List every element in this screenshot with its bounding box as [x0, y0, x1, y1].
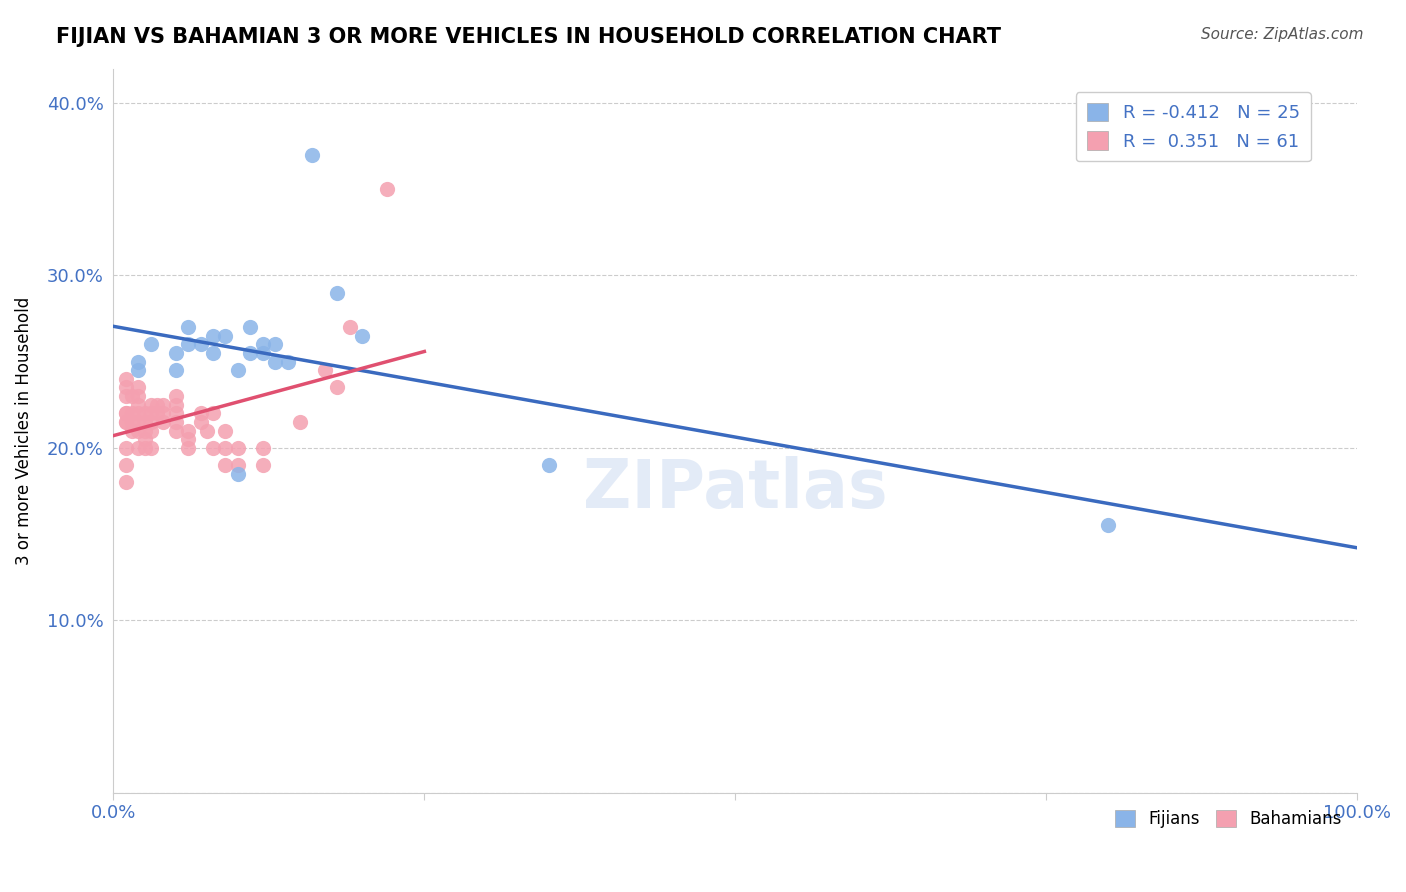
Point — [177, 320, 200, 334]
Text: FIJIAN VS BAHAMIAN 3 OR MORE VEHICLES IN HOUSEHOLD CORRELATION CHART: FIJIAN VS BAHAMIAN 3 OR MORE VEHICLES IN… — [56, 27, 1001, 46]
Y-axis label: 3 or more Vehicles in Household: 3 or more Vehicles in Household — [15, 296, 32, 565]
Point — [201, 328, 224, 343]
Point — [115, 441, 138, 455]
Point — [165, 424, 187, 438]
Point — [239, 346, 262, 360]
Point — [264, 337, 287, 351]
Point — [139, 415, 162, 429]
Point — [165, 389, 187, 403]
Point — [277, 354, 299, 368]
Point — [226, 458, 249, 472]
Point — [121, 389, 143, 403]
Point — [152, 398, 174, 412]
Point — [121, 424, 143, 438]
Point — [177, 441, 200, 455]
Point — [139, 406, 162, 420]
Point — [165, 346, 187, 360]
Point — [146, 398, 169, 412]
Point — [201, 441, 224, 455]
Point — [352, 328, 374, 343]
Point — [134, 432, 156, 446]
Point — [190, 337, 212, 351]
Point — [1097, 518, 1119, 533]
Point — [201, 406, 224, 420]
Point — [326, 285, 349, 300]
Point — [115, 380, 138, 394]
Point — [214, 441, 236, 455]
Point — [165, 415, 187, 429]
Point — [139, 424, 162, 438]
Point — [177, 424, 200, 438]
Point — [201, 346, 224, 360]
Point — [239, 320, 262, 334]
Point — [214, 424, 236, 438]
Point — [115, 458, 138, 472]
Point — [115, 415, 138, 429]
Point — [139, 398, 162, 412]
Point — [127, 441, 149, 455]
Point — [134, 406, 156, 420]
Point — [537, 458, 560, 472]
Point — [252, 346, 274, 360]
Point — [326, 380, 349, 394]
Point — [115, 406, 138, 420]
Point — [134, 415, 156, 429]
Point — [127, 363, 149, 377]
Point — [301, 147, 323, 161]
Point — [165, 398, 187, 412]
Text: ZIPatlas: ZIPatlas — [583, 456, 887, 522]
Point — [252, 441, 274, 455]
Point — [127, 424, 149, 438]
Point — [121, 406, 143, 420]
Point — [226, 441, 249, 455]
Point — [152, 415, 174, 429]
Point — [288, 415, 311, 429]
Point — [115, 372, 138, 386]
Point — [115, 415, 138, 429]
Point — [115, 389, 138, 403]
Point — [190, 406, 212, 420]
Legend: Fijians, Bahamians: Fijians, Bahamians — [1108, 804, 1348, 835]
Point — [134, 424, 156, 438]
Point — [214, 458, 236, 472]
Point — [375, 182, 398, 196]
Point — [139, 337, 162, 351]
Point — [139, 441, 162, 455]
Point — [134, 441, 156, 455]
Point — [226, 363, 249, 377]
Point — [314, 363, 336, 377]
Point — [121, 415, 143, 429]
Point — [190, 415, 212, 429]
Point — [127, 389, 149, 403]
Text: Source: ZipAtlas.com: Source: ZipAtlas.com — [1201, 27, 1364, 42]
Point — [165, 363, 187, 377]
Point — [152, 406, 174, 420]
Point — [115, 475, 138, 490]
Point — [146, 406, 169, 420]
Point — [214, 328, 236, 343]
Point — [115, 406, 138, 420]
Point — [127, 415, 149, 429]
Point — [165, 406, 187, 420]
Point — [127, 398, 149, 412]
Point — [177, 432, 200, 446]
Point — [264, 354, 287, 368]
Point — [339, 320, 361, 334]
Point — [226, 467, 249, 481]
Point — [127, 380, 149, 394]
Point — [127, 354, 149, 368]
Point — [252, 458, 274, 472]
Point — [252, 337, 274, 351]
Point — [195, 424, 218, 438]
Point — [127, 406, 149, 420]
Point — [177, 337, 200, 351]
